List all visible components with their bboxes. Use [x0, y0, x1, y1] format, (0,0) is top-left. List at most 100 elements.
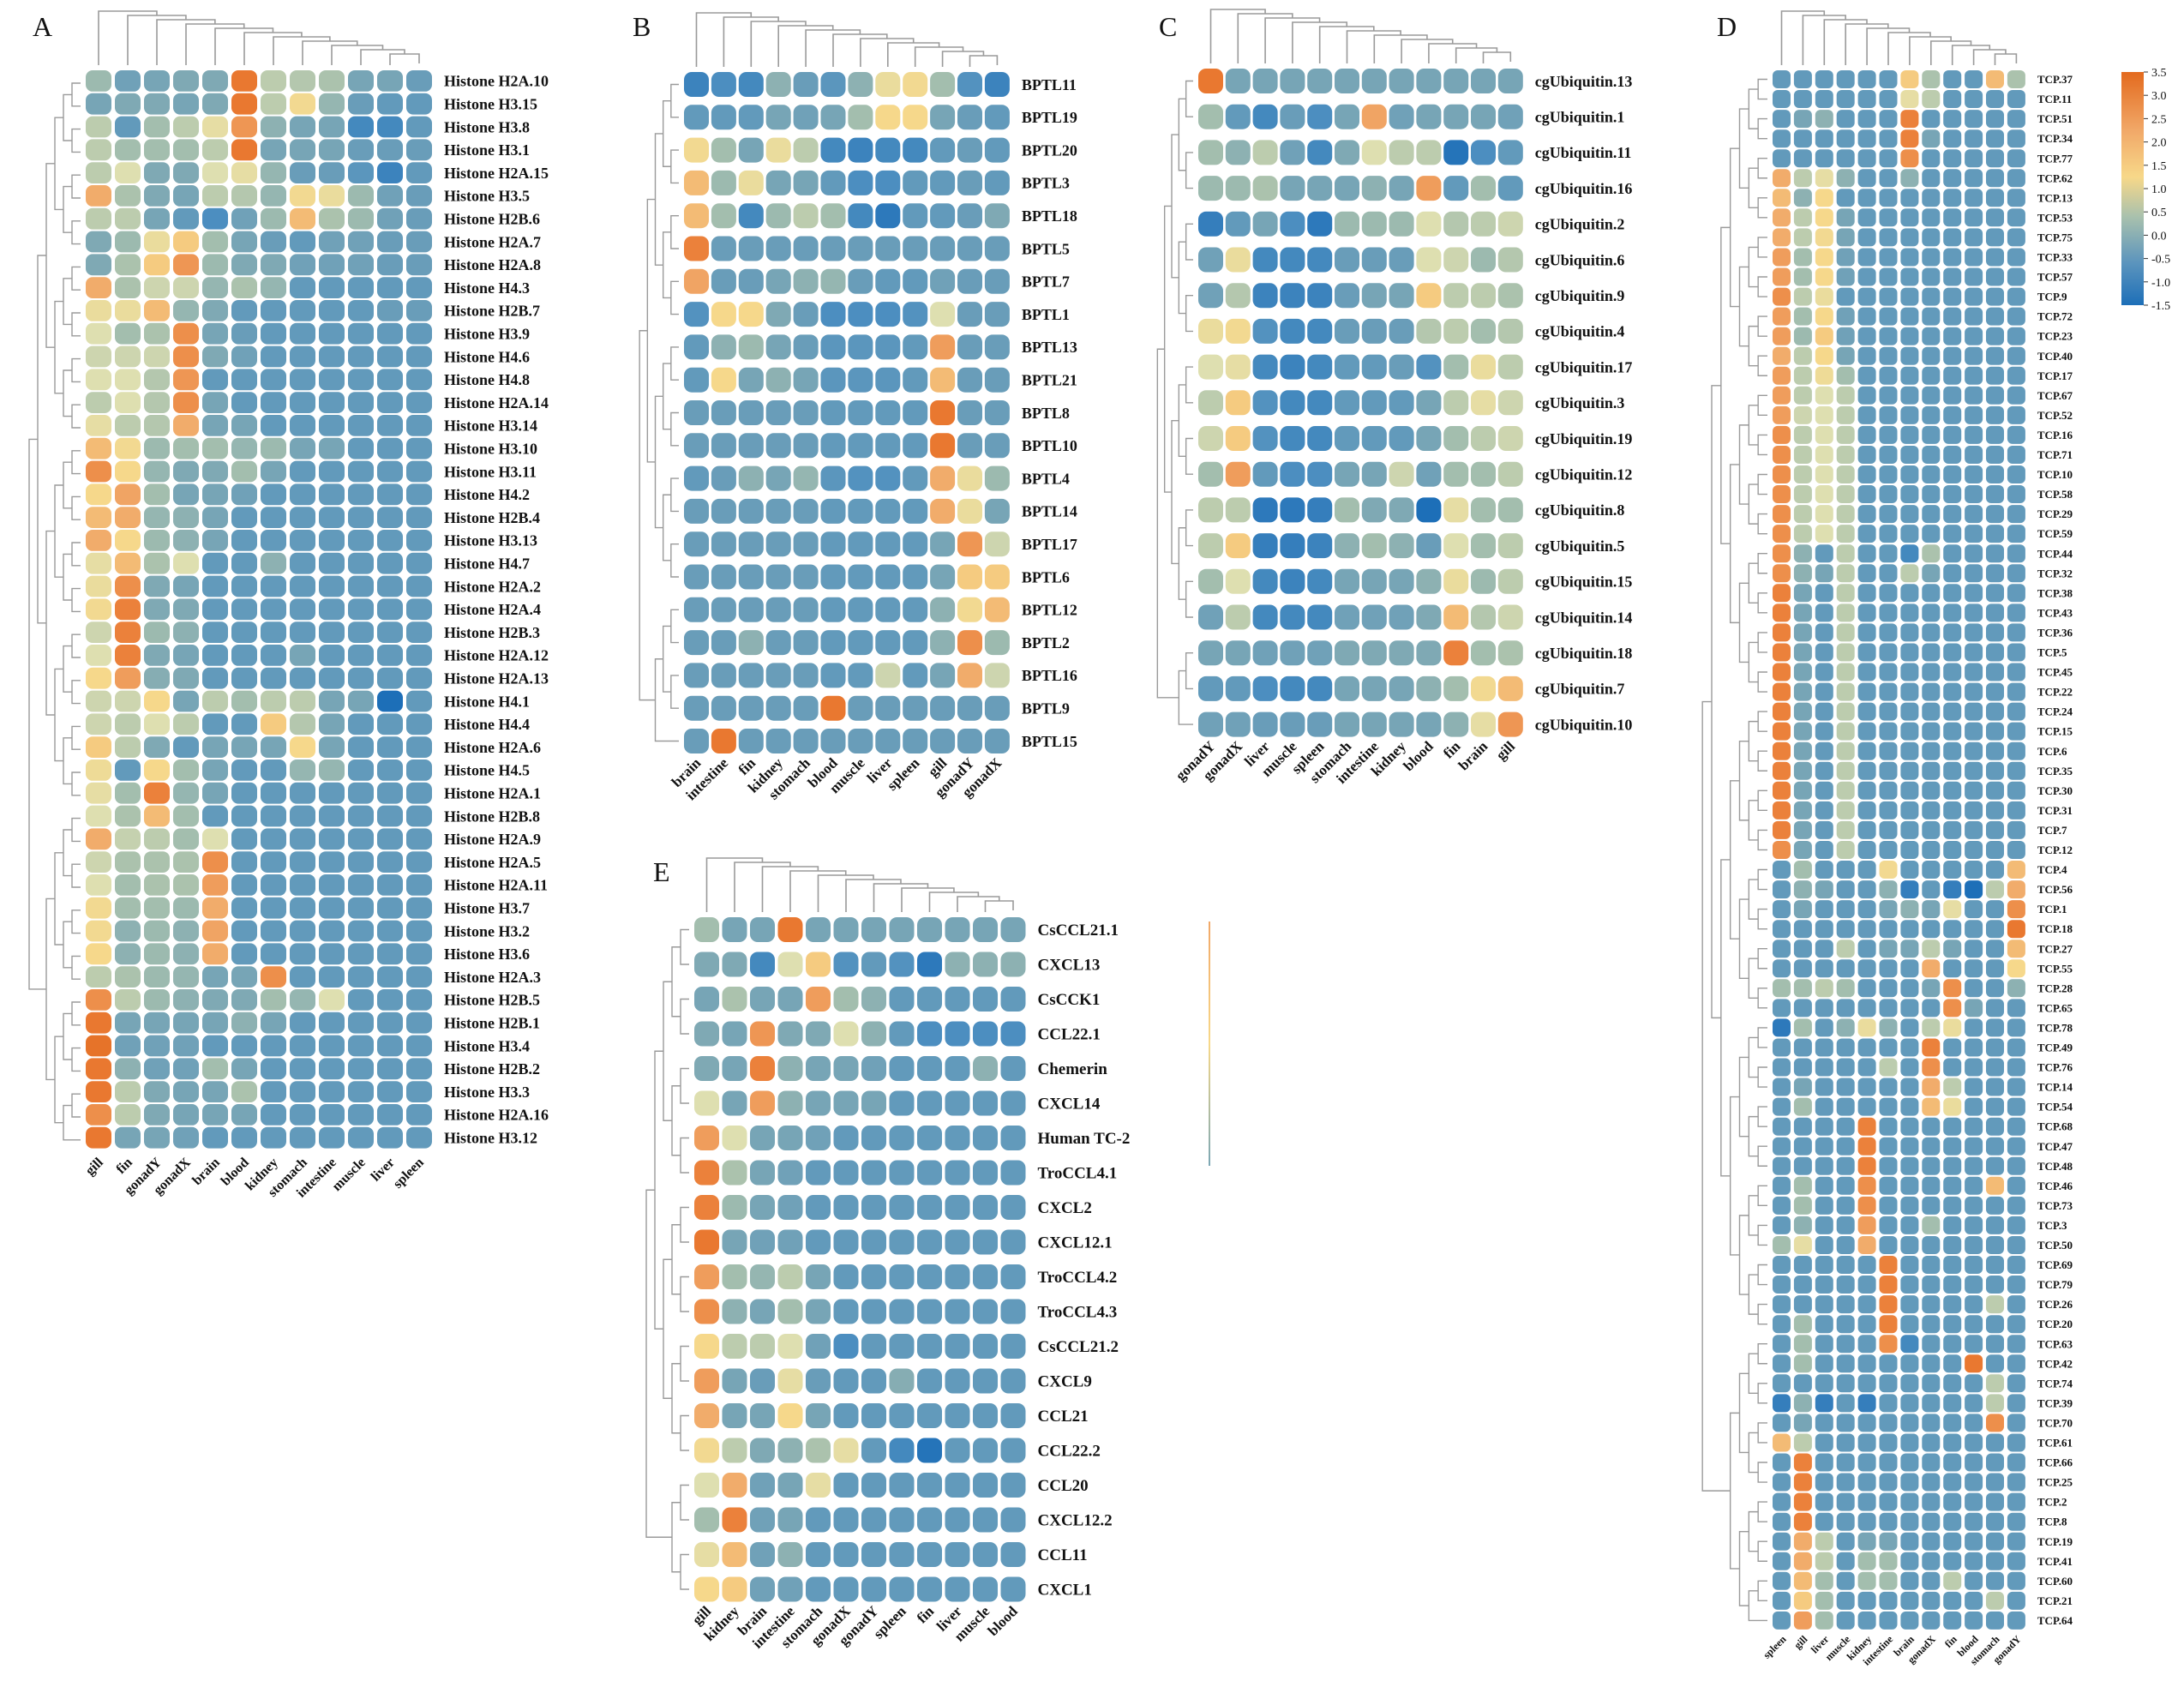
heatmap-cell [833, 1576, 859, 1602]
heatmap-cell [1000, 1299, 1026, 1324]
heatmap-cell [1943, 366, 1962, 385]
heatmap-cell [144, 552, 170, 574]
heatmap-cell [144, 483, 170, 506]
heatmap-cell [2007, 1394, 2025, 1413]
heatmap-cell [1416, 461, 1442, 487]
heatmap-cell [903, 268, 928, 294]
heatmap-cell [694, 1334, 719, 1359]
heatmap-cell [1497, 497, 1523, 523]
heatmap-cell [1793, 267, 1812, 286]
heatmap-cell [1879, 1276, 1898, 1294]
heatmap-cell [348, 598, 374, 621]
heatmap-cell [750, 1334, 775, 1359]
heatmap-cell [1416, 318, 1442, 344]
heatmap-cells [86, 70, 432, 1149]
heatmap-cell [1815, 1453, 1833, 1472]
heatmap-cell [1900, 603, 1919, 622]
heatmap-cell [1857, 1433, 1876, 1452]
heatmap-cell [1900, 149, 1919, 168]
heatmap-cell [1943, 465, 1962, 483]
heatmap-cell [1879, 248, 1898, 267]
heatmap-cell [377, 1012, 403, 1034]
row-label: BPTL16 [1022, 667, 1077, 684]
heatmap-cell [290, 437, 315, 459]
heatmap-cell [1815, 741, 1833, 760]
heatmap-cell [377, 254, 403, 276]
heatmap-cell [1773, 544, 1791, 563]
heatmap-cell [1879, 979, 1898, 998]
heatmap-cell [1857, 1552, 1876, 1570]
heatmap-cell [1986, 1552, 2004, 1570]
heatmap-cell [1857, 1176, 1876, 1195]
row-label: TCP.1 [2037, 903, 2067, 916]
heatmap-cell [1280, 318, 1305, 344]
heatmap-cell [173, 736, 199, 758]
heatmap-cell [833, 952, 859, 977]
heatmap-cell [1198, 640, 1223, 666]
heatmap-cell [348, 920, 374, 942]
heatmap-cell [290, 1104, 315, 1126]
heatmap-cell [348, 185, 374, 207]
heatmap-cell [1815, 346, 1833, 365]
heatmap-cell [1943, 1276, 1962, 1294]
heatmap-cell [1773, 169, 1791, 188]
heatmap-cell [1900, 446, 1919, 464]
heatmap-cell [1986, 1156, 2004, 1175]
heatmap-cell [1225, 604, 1251, 630]
heatmap-cell [973, 1056, 998, 1081]
row-label: TCP.48 [2037, 1160, 2073, 1173]
heatmap-cell [1000, 1334, 1026, 1359]
heatmap-cell [1773, 189, 1791, 207]
heatmap-cell [765, 170, 791, 195]
heatmap-cell [1389, 211, 1414, 237]
heatmap-cell [1497, 640, 1523, 666]
heatmap-cell [1793, 1611, 1812, 1630]
heatmap-cell [1857, 1354, 1876, 1373]
heatmap-cell [820, 137, 846, 163]
heatmap-cell [1773, 1276, 1791, 1294]
row-label: TCP.9 [2037, 291, 2067, 303]
heatmap-cell [144, 415, 170, 436]
heatmap-cell [917, 1229, 942, 1255]
heatmap-cell [1986, 564, 2004, 583]
color-scale-legend: 3.53.02.52.01.51.00.50.0-0.5-1.0-1.5 [2121, 67, 2170, 313]
heatmap-cell [1922, 1532, 1941, 1551]
heatmap-cell [750, 1368, 775, 1394]
heatmap-cell [1986, 544, 2004, 563]
heatmap-cell [1879, 1018, 1898, 1037]
heatmap-cell [1836, 1196, 1855, 1215]
heatmap-cell [1225, 568, 1251, 594]
heatmap-cell [1773, 1532, 1791, 1551]
heatmap-cell [1943, 485, 1962, 503]
heatmap-cell [1943, 741, 1962, 760]
heatmap-cell [261, 667, 286, 689]
heatmap-cell [973, 1473, 998, 1498]
heatmap-cell [261, 1012, 286, 1034]
legend-tick-label: 1.5 [2151, 160, 2167, 173]
heatmap-cell [290, 667, 315, 689]
heatmap-cell [1793, 1236, 1812, 1254]
heatmap-cell [1815, 1216, 1833, 1234]
heatmap-cell [1225, 318, 1251, 344]
heatmap-cell [173, 828, 199, 850]
heatmap-cell [144, 185, 170, 207]
heatmap-cell [1857, 248, 1876, 267]
heatmap-cell [290, 897, 315, 919]
heatmap-cell [1836, 623, 1855, 642]
heatmap-cell [806, 952, 831, 977]
heatmap-cell [1307, 247, 1333, 273]
heatmap-cell [957, 729, 982, 753]
heatmap-cell [86, 1012, 111, 1034]
heatmap-cell [1965, 405, 1983, 424]
heatmap-cell [348, 989, 374, 1011]
row-label: TCP.72 [2037, 310, 2073, 323]
heatmap-cell [377, 1081, 403, 1102]
heatmap-cell [1000, 1576, 1026, 1602]
heatmap-cell [684, 695, 709, 721]
heatmap-cell [173, 530, 199, 551]
row-label: CCL22.1 [1038, 1026, 1101, 1044]
heatmap-cell [202, 1081, 228, 1102]
heatmap-cell [833, 1473, 859, 1498]
heatmap-cell [261, 805, 286, 827]
heatmap-cell [1252, 140, 1278, 165]
